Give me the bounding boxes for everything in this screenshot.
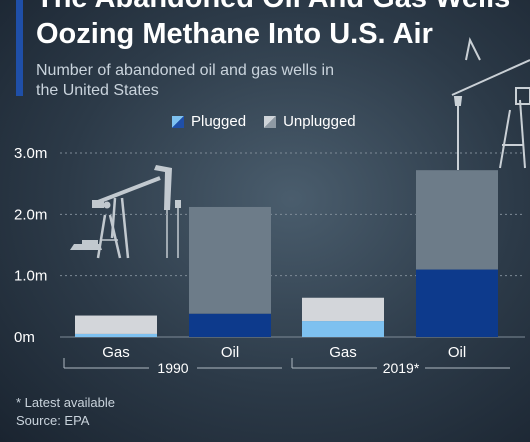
y-tick-label: 3.0m [14,145,47,162]
bar-plugged [75,333,157,337]
legend-label-plugged: Plugged [191,113,247,130]
y-tick-label: 2.0m [14,206,47,223]
page-title: The Abandoned Oil And Gas Wells Oozing M… [36,0,516,52]
legend-item-unplugged: Unplugged [264,113,356,130]
y-tick-label: 1.0m [14,268,47,285]
y-axis-labels: 0m 1.0m 2.0m 3.0m [14,145,47,346]
x-axis-labels: Gas Oil Gas Oil 1990 2019* [63,344,510,376]
legend-swatch-plugged [172,115,184,128]
footnote: * Latest available Source: EPA [16,394,115,430]
x-category-label: Oil [448,344,466,361]
bar-plugged [416,269,498,337]
bar-unplugged [75,315,157,334]
group-label: 1990 [157,360,188,376]
accent-bar [16,0,23,96]
footnote-note: * Latest available [16,395,116,410]
y-tick-label: 0m [14,329,35,346]
bar-plugged [302,321,384,337]
legend-item-plugged: Plugged [172,113,246,130]
source-label: Source: EPA [16,413,90,428]
bars [75,170,498,337]
title-line-1: The Abandoned Oil And Gas Wells [36,0,516,16]
x-category-label: Gas [329,344,357,361]
oil-pumpjack-icon [70,165,181,259]
legend: Plugged Unplugged [172,113,356,130]
subtitle: Number of abandoned oil and gas wells in… [36,62,334,99]
x-category-label: Gas [102,344,130,361]
bar-unplugged [189,206,271,314]
group-label: 2019* [383,360,420,376]
bar-unplugged [302,297,384,322]
bar-unplugged [416,170,498,270]
title-line-2: Oozing Methane Into U.S. Air [36,18,433,50]
legend-swatch-unplugged [264,115,277,128]
legend-label-unplugged: Unplugged [283,113,356,130]
oil-pumpjack-icon [451,36,530,170]
x-category-label: Oil [221,344,239,361]
bar-plugged [189,313,271,337]
